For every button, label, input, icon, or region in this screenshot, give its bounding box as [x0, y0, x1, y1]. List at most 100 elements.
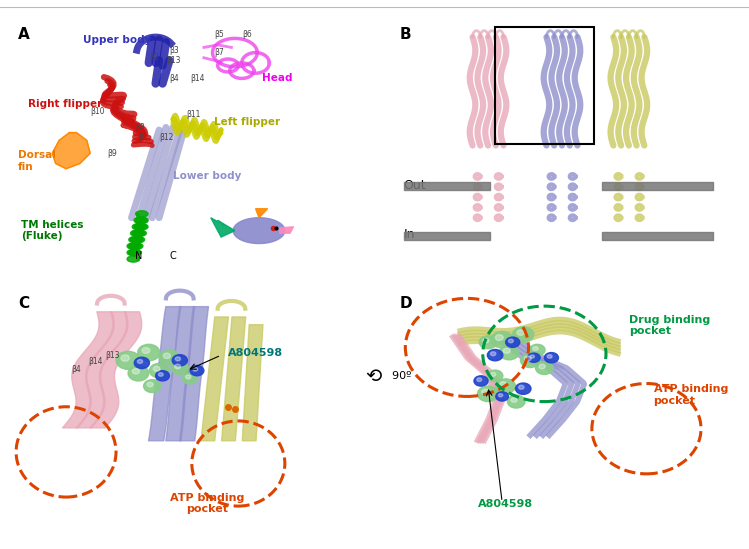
Polygon shape [210, 218, 235, 237]
Circle shape [488, 350, 503, 361]
Text: β8: β8 [135, 123, 145, 132]
Circle shape [142, 348, 150, 354]
Text: Dorsal
fin: Dorsal fin [18, 150, 55, 172]
Circle shape [133, 368, 139, 374]
Circle shape [172, 362, 189, 374]
Circle shape [483, 338, 489, 343]
Circle shape [163, 353, 171, 358]
Text: TM helices
(Fluke): TM helices (Fluke) [21, 220, 84, 242]
Circle shape [156, 371, 169, 381]
Polygon shape [129, 243, 141, 249]
Text: β14: β14 [190, 74, 204, 83]
Text: β7: β7 [214, 48, 224, 57]
Circle shape [515, 383, 531, 394]
Text: β4: β4 [169, 74, 179, 83]
Text: C: C [18, 296, 29, 311]
Circle shape [509, 339, 513, 343]
Circle shape [539, 364, 545, 369]
Bar [495, 27, 594, 144]
Circle shape [524, 356, 531, 361]
Polygon shape [129, 249, 141, 256]
Polygon shape [133, 223, 145, 230]
Circle shape [479, 336, 497, 349]
Text: ⟲: ⟲ [366, 367, 382, 385]
Circle shape [491, 332, 513, 348]
Circle shape [507, 395, 525, 408]
Circle shape [491, 372, 496, 377]
Polygon shape [127, 249, 139, 256]
Polygon shape [133, 237, 145, 243]
Circle shape [527, 353, 540, 362]
Text: β4: β4 [71, 365, 81, 374]
Text: 90º: 90º [385, 371, 411, 381]
Text: β2: β2 [149, 53, 158, 62]
Text: In: In [404, 228, 415, 241]
Circle shape [496, 379, 515, 393]
Circle shape [134, 357, 150, 368]
Circle shape [536, 362, 554, 374]
Polygon shape [52, 133, 90, 169]
Circle shape [159, 350, 180, 366]
Circle shape [521, 353, 540, 367]
Polygon shape [130, 230, 143, 236]
Polygon shape [134, 217, 146, 223]
Circle shape [137, 360, 142, 363]
Text: C: C [169, 251, 176, 261]
Polygon shape [279, 227, 294, 233]
Polygon shape [127, 256, 139, 262]
Circle shape [498, 394, 503, 397]
Circle shape [511, 397, 517, 402]
Text: Out: Out [404, 179, 426, 192]
Circle shape [175, 364, 181, 369]
Circle shape [518, 385, 524, 389]
Circle shape [512, 327, 534, 342]
Circle shape [183, 373, 198, 384]
Text: β6: β6 [242, 30, 252, 39]
Text: β11: β11 [187, 110, 201, 119]
Circle shape [158, 373, 163, 376]
Text: β13: β13 [106, 351, 120, 360]
Text: β10: β10 [90, 108, 105, 116]
Text: D: D [400, 296, 413, 311]
Circle shape [533, 346, 538, 351]
Circle shape [500, 382, 506, 387]
Circle shape [496, 392, 509, 401]
Text: β5: β5 [214, 30, 224, 39]
Circle shape [116, 351, 140, 369]
Circle shape [192, 367, 198, 371]
Circle shape [530, 344, 545, 356]
Circle shape [186, 375, 191, 379]
Polygon shape [136, 223, 148, 230]
Circle shape [478, 386, 499, 402]
Text: β13: β13 [166, 56, 181, 65]
Polygon shape [233, 218, 285, 244]
Text: Right flipper: Right flipper [28, 99, 103, 109]
Circle shape [503, 348, 510, 354]
Polygon shape [129, 237, 141, 243]
Circle shape [175, 357, 181, 361]
Circle shape [491, 352, 496, 356]
Text: A: A [18, 27, 29, 42]
Text: Lower body: Lower body [173, 171, 241, 182]
Polygon shape [130, 243, 143, 249]
Circle shape [144, 380, 161, 393]
Circle shape [154, 366, 160, 371]
Text: Head: Head [262, 74, 293, 83]
Circle shape [172, 355, 187, 366]
Polygon shape [133, 230, 145, 236]
Circle shape [506, 337, 520, 348]
Polygon shape [127, 243, 139, 249]
Polygon shape [134, 230, 146, 236]
Text: β3: β3 [169, 46, 179, 54]
Polygon shape [255, 209, 267, 218]
Text: Drug binding
pocket: Drug binding pocket [629, 315, 710, 337]
Text: B: B [400, 27, 412, 42]
Polygon shape [130, 237, 143, 243]
Circle shape [548, 355, 552, 358]
Circle shape [530, 355, 535, 358]
Circle shape [138, 344, 160, 361]
Text: A804598: A804598 [478, 498, 533, 508]
Text: β12: β12 [159, 133, 174, 142]
Circle shape [482, 389, 489, 395]
Circle shape [150, 363, 169, 378]
